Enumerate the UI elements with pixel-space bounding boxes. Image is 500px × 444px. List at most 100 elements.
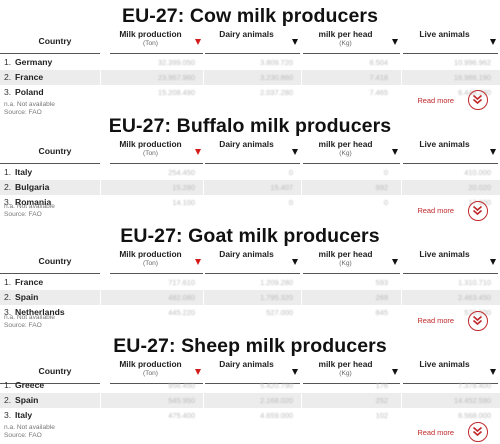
dairy-animals-header[interactable]: Dairy animals: [205, 360, 300, 384]
footnote: n.a. Not available Source: FAO: [4, 424, 55, 440]
milk-per-head-value: 8.504: [369, 58, 389, 67]
dairy-animals-value: 0: [288, 168, 293, 177]
sort-icon[interactable]: [490, 259, 496, 265]
sort-desc-icon[interactable]: [195, 259, 201, 265]
milk-production-value: 14.100: [172, 198, 195, 207]
live-animals-header[interactable]: Live animals: [403, 360, 498, 384]
sort-icon[interactable]: [292, 369, 298, 375]
dairy-animals-header[interactable]: Dairy animals: [205, 140, 300, 164]
sort-desc-icon[interactable]: [195, 369, 201, 375]
milk-per-head-header[interactable]: milk per head (Kg): [303, 30, 400, 54]
dairy-animals-value: 15.407: [270, 183, 293, 192]
chevron-double-down-icon[interactable]: [468, 201, 488, 221]
live-animals-value: 16.986.190: [454, 73, 491, 82]
country-column-header[interactable]: Country: [38, 146, 72, 156]
chevron-double-down-icon[interactable]: [468, 311, 488, 331]
section-title: EU-27: Goat milk producers: [120, 225, 380, 247]
milk-production-value: 445.220: [168, 308, 195, 317]
read-more-link[interactable]: Read more: [417, 206, 454, 215]
milk-per-head-value: 593: [375, 278, 388, 287]
table-row: 1. Italy 254.450 0 0 410.000: [0, 165, 500, 180]
section-title: EU-27: Sheep milk producers: [113, 335, 387, 357]
live-animals-value: 2.463.450: [458, 293, 491, 302]
table-row: 1. France 717.610 1.209.280 593 1.310.71…: [0, 275, 500, 290]
sort-desc-icon[interactable]: [195, 149, 201, 155]
row-country: Greece: [15, 380, 45, 390]
dairy-animals-value: 4.659.000: [260, 411, 293, 420]
milk-per-head-header[interactable]: milk per head (Kg): [303, 360, 400, 384]
milk-per-head-value: 992: [375, 183, 388, 192]
milk-production-value: 545.950: [168, 396, 195, 405]
milk-production-value: 15.208.490: [158, 88, 195, 97]
live-animals-header[interactable]: Live animals: [403, 250, 498, 274]
row-country: Poland: [15, 87, 44, 97]
live-animals-value: 410.000: [464, 168, 491, 177]
country-column-header[interactable]: Country: [38, 366, 72, 376]
sort-desc-icon[interactable]: [195, 39, 201, 45]
sort-icon[interactable]: [490, 149, 496, 155]
goat-milk-section: EU-27: Goat milk producers Country Milk …: [0, 223, 500, 334]
row-rank: 3.: [4, 410, 12, 420]
sort-icon[interactable]: [490, 369, 496, 375]
milk-production-header[interactable]: Milk production (Ton): [110, 140, 203, 164]
row-rank: 1.: [4, 380, 12, 390]
sort-icon[interactable]: [392, 259, 398, 265]
dairy-animals-value: 527.000: [266, 308, 293, 317]
row-rank: 1.: [4, 57, 12, 67]
dairy-animals-value: 3.809.720: [260, 58, 293, 67]
milk-production-header[interactable]: Milk production (Ton): [110, 250, 203, 274]
sort-icon[interactable]: [392, 39, 398, 45]
table-row: 2. Spain 482.080 1.795.320 269 2.463.450: [0, 290, 500, 305]
milk-per-head-value: 252: [375, 396, 388, 405]
chevron-double-down-icon[interactable]: [468, 90, 488, 110]
milk-production-value: 254.450: [168, 168, 195, 177]
country-column-header[interactable]: Country: [38, 256, 72, 266]
footnote: n.a. Not available Source: FAO: [4, 101, 55, 117]
row-rank: 3.: [4, 87, 12, 97]
live-animals-value: 14.452.590: [454, 396, 491, 405]
live-animals-header[interactable]: Live animals: [403, 140, 498, 164]
table-row: 3. Italy 475.400 4.659.000 102 6.568.000: [0, 408, 500, 423]
dairy-animals-value: 0: [288, 198, 293, 207]
live-animals-header[interactable]: Live animals: [403, 30, 498, 54]
milk-per-head-header[interactable]: milk per head (Kg): [303, 250, 400, 274]
milk-production-value: 475.400: [168, 411, 195, 420]
dairy-animals-value: 3.230.860: [260, 73, 293, 82]
read-more-link[interactable]: Read more: [417, 428, 454, 437]
sort-icon[interactable]: [490, 39, 496, 45]
milk-production-header[interactable]: Milk production (Ton): [110, 30, 203, 54]
row-country: Spain: [15, 395, 39, 405]
sort-icon[interactable]: [292, 259, 298, 265]
milk-production-header[interactable]: Milk production (Ton): [110, 360, 203, 384]
table-row: 1. Greece 956.450 5.420.790 176 7.378.40…: [0, 378, 500, 393]
row-rank: 1.: [4, 277, 12, 287]
table-row: 1. Germany 32.399.050 3.809.720 8.504 10…: [0, 55, 500, 70]
dairy-animals-value: 1.795.320: [260, 293, 293, 302]
row-rank: 2.: [4, 395, 12, 405]
chevron-double-down-icon[interactable]: [468, 422, 488, 442]
sort-icon[interactable]: [392, 149, 398, 155]
row-country: Netherlands: [15, 307, 65, 317]
country-column-header[interactable]: Country: [38, 36, 72, 46]
live-animals-value: 7.378.400: [458, 381, 491, 390]
footnote: n.a. Not available Source: FAO: [4, 203, 55, 219]
milk-per-head-value: 7.418: [369, 73, 389, 82]
sort-icon[interactable]: [392, 369, 398, 375]
milk-per-head-value: 0: [383, 198, 388, 207]
milk-production-value: 15.280: [172, 183, 195, 192]
sort-icon[interactable]: [292, 39, 298, 45]
milk-per-head-header[interactable]: milk per head (Kg): [303, 140, 400, 164]
read-more-link[interactable]: Read more: [417, 96, 454, 105]
live-animals-value: 20.020: [468, 183, 491, 192]
dairy-animals-header[interactable]: Dairy animals: [205, 250, 300, 274]
row-country: Italy: [15, 167, 33, 177]
section-title: EU-27: Cow milk producers: [121, 5, 379, 27]
milk-per-head-value: 269: [375, 293, 388, 302]
milk-production-value: 482.080: [168, 293, 195, 302]
sort-icon[interactable]: [292, 149, 298, 155]
row-rank: 3.: [4, 197, 12, 207]
dairy-animals-header[interactable]: Dairy animals: [205, 30, 300, 54]
read-more-link[interactable]: Read more: [417, 316, 454, 325]
milk-per-head-value: 7.465: [369, 88, 389, 97]
live-animals-value: 1.310.710: [458, 278, 491, 287]
